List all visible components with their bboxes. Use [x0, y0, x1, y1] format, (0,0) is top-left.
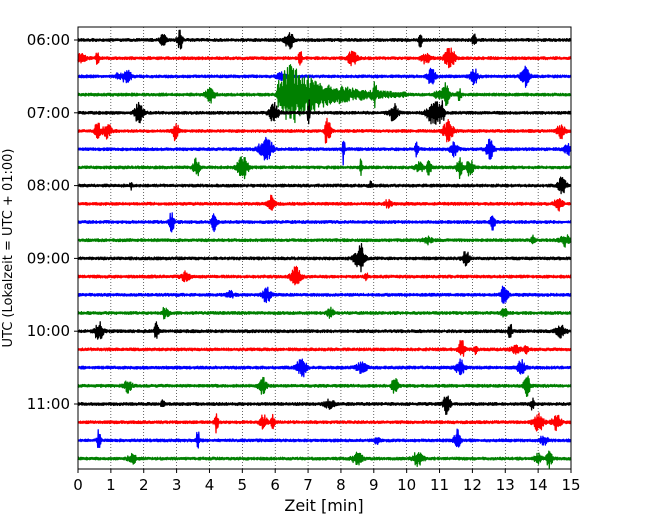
x-tick-label: 15: [561, 476, 580, 494]
x-tick-label: 8: [336, 476, 346, 494]
x-tick-label: 6: [270, 476, 280, 494]
trace-1115: [77, 412, 572, 434]
y-tick-label: 10:00: [27, 322, 70, 340]
y-axis: 06:00 07:00 08:00 09:00 10:00 11:00: [27, 31, 78, 413]
x-tick-label: 11: [430, 476, 449, 494]
x-tick-label: 1: [106, 476, 116, 494]
x-tick-label: 10: [397, 476, 416, 494]
trace-1100: [77, 395, 572, 415]
plot-frame: [77, 26, 572, 470]
y-axis-title: UTC (Lokalzeit = UTC + 01:00): [1, 149, 16, 348]
trace-0700: [77, 99, 572, 125]
trace-0715: [77, 117, 572, 144]
trace-0645: [77, 64, 572, 124]
x-tick-label: 5: [238, 476, 248, 494]
trace-1030: [77, 358, 572, 378]
trace-0630: [77, 65, 572, 88]
y-tick-label: 11:00: [27, 395, 70, 413]
x-tick-label: 2: [139, 476, 149, 494]
trace-0900: [77, 242, 572, 273]
trace-1130: [77, 428, 572, 449]
x-tick-label: 12: [463, 476, 482, 494]
trace-lines: [77, 29, 572, 469]
x-tick-label: 4: [205, 476, 215, 494]
trace-1015: [77, 339, 572, 357]
x-axis: 0 1 2 3 4 5 6 7 8 9 10 11 12 13 14 15: [73, 469, 581, 494]
trace-0845: [77, 234, 572, 248]
trace-0915: [77, 265, 572, 286]
trace-0600: [77, 29, 572, 50]
x-tick-label: 0: [73, 476, 83, 494]
y-tick-label: 09:00: [27, 249, 70, 267]
x-tick-label: 14: [529, 476, 548, 494]
trace-0930: [77, 285, 572, 304]
trace-0730: [77, 136, 572, 166]
trace-0800: [77, 176, 572, 195]
trace-1145: [77, 450, 572, 469]
x-tick-label: 9: [369, 476, 379, 494]
y-tick-label: 06:00: [27, 31, 70, 49]
trace-1000: [77, 321, 572, 340]
trace-0830: [77, 212, 572, 233]
x-axis-title: Zeit [min]: [284, 496, 363, 515]
x-tick-label: 3: [172, 476, 182, 494]
trace-0815: [77, 194, 572, 212]
trace-0945: [77, 306, 572, 320]
x-tick-label: 13: [496, 476, 515, 494]
y-tick-label: 07:00: [27, 104, 70, 122]
trace-1045: [77, 375, 572, 397]
x-tick-label: 7: [303, 476, 313, 494]
y-tick-label: 08:00: [27, 177, 70, 195]
trace-0615: [77, 47, 572, 69]
trace-0745: [77, 156, 572, 180]
